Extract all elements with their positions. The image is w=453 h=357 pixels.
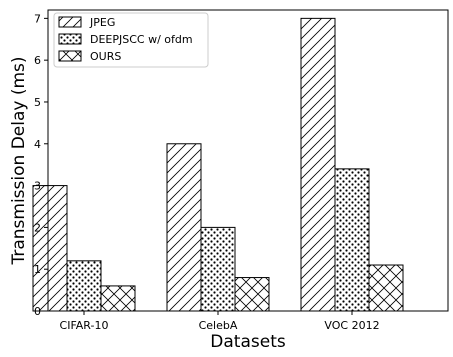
- y-axis-ticks: 0 1 2 3 4 5 6 7: [34, 12, 48, 318]
- x-axis-ticks: CIFAR-10 CelebA VOC 2012: [60, 311, 380, 332]
- legend-label-1: DEEPJSCC w/ ofdm: [90, 33, 193, 46]
- x-tick-label: CIFAR-10: [60, 319, 109, 332]
- legend-label-2: OURS: [90, 50, 121, 63]
- y-axis-title: Transmission Delay (ms): [9, 56, 29, 265]
- bar-1-1: [200, 226, 236, 312]
- bar-2-1: [234, 277, 270, 312]
- bars-layer: [32, 17, 404, 312]
- x-tick-label: VOC 2012: [324, 319, 379, 332]
- legend-label-0: JPEG: [89, 16, 115, 29]
- bar-1-0: [66, 260, 102, 312]
- bar-1-2: [334, 168, 370, 312]
- bar-0-1: [166, 143, 202, 312]
- legend-swatch-2: [58, 50, 82, 62]
- x-tick-label: CelebA: [199, 319, 238, 332]
- y-tick-label: 6: [34, 54, 41, 67]
- bar-0-0: [32, 185, 68, 312]
- bar-2-0: [100, 285, 136, 312]
- x-axis-title: Datasets: [210, 332, 286, 352]
- legend: JPEG DEEPJSCC w/ ofdm OURS: [53, 12, 209, 68]
- legend-box: [53, 12, 209, 68]
- legend-swatch-1: [58, 33, 82, 45]
- y-tick-label: 1: [34, 263, 41, 276]
- y-tick-label: 7: [34, 12, 41, 25]
- y-tick-label: 2: [34, 221, 41, 234]
- legend-swatch-0: [58, 16, 82, 28]
- y-tick-label: 0: [34, 305, 41, 318]
- y-tick-label: 5: [34, 96, 41, 109]
- y-tick-label: 4: [34, 138, 41, 151]
- bar-2-2: [368, 264, 404, 312]
- bar-0-2: [300, 17, 336, 312]
- plot-frame: [47, 9, 449, 312]
- y-tick-label: 3: [34, 180, 41, 193]
